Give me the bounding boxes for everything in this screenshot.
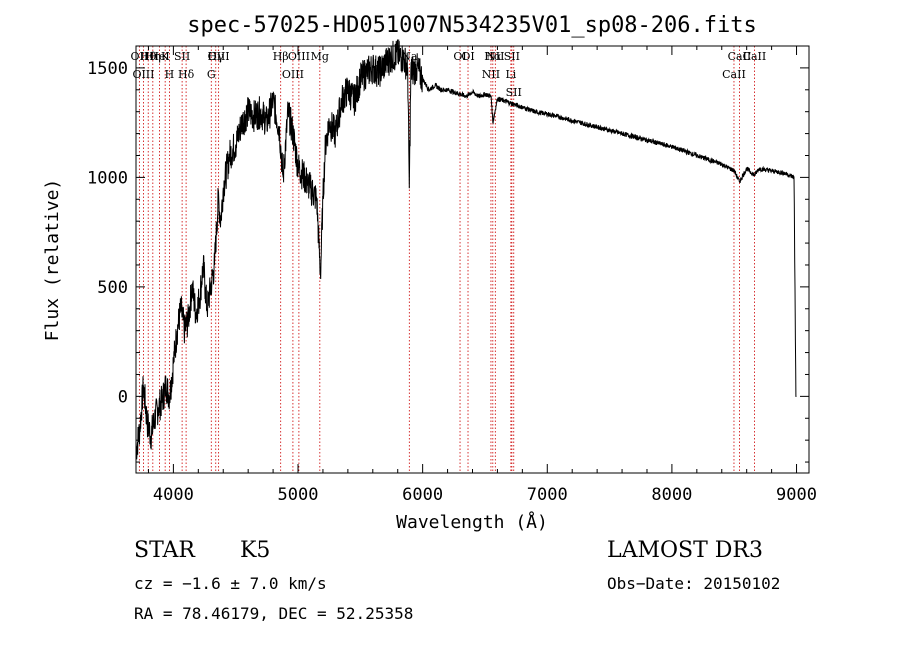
emission-line-label: SII — [504, 50, 520, 63]
redshift-cz: cz = −1.6 ± 7.0 km/s — [134, 574, 327, 593]
emission-line-label: G — [207, 68, 216, 81]
emission-line-label: OI — [453, 50, 466, 63]
y-axis-label: Flux (relative) — [42, 179, 63, 342]
x-tick-label: 5000 — [278, 485, 319, 505]
emission-line-label: CaII — [722, 68, 746, 81]
emission-line-markers — [138, 46, 755, 473]
y-tick-label: 0 — [118, 387, 128, 407]
emission-line-label: Mg — [311, 50, 329, 63]
emission-line-label: OIII — [282, 68, 304, 81]
emission-line-label: Hγ — [208, 50, 225, 63]
emission-line-label: SII — [174, 50, 190, 63]
ra-dec-coordinates: RA = 78.46179, DEC = 52.25358 — [134, 604, 414, 623]
x-tick-label: 9000 — [776, 485, 817, 505]
x-axis-label: Wavelength (Å) — [396, 511, 548, 533]
emission-line-label: Li — [505, 68, 516, 81]
emission-line-label: CaII — [743, 50, 767, 63]
x-tick-label: 6000 — [402, 485, 443, 505]
emission-line-label: OIII — [132, 68, 154, 81]
y-axis-ticks: 0 500 1000 1500 — [87, 45, 809, 463]
emission-line-label: H — [165, 68, 175, 81]
x-tick-label: 4000 — [153, 485, 194, 505]
emission-line-label: K — [161, 50, 170, 63]
emission-line-label: OIII — [208, 50, 230, 63]
emission-line-label: CaII — [728, 50, 752, 63]
emission-line-label: OIII — [288, 50, 310, 63]
emission-line-label: Hη — [145, 50, 161, 63]
spectrum-chart: spec-57025-HD051007N534235V01_sp08-206.f… — [42, 13, 817, 533]
emission-line-label: Hβ — [273, 50, 289, 63]
spectrum-line — [135, 39, 797, 460]
chart-title: spec-57025-HD051007N534235V01_sp08-206.f… — [187, 13, 757, 38]
emission-line-label: OI — [461, 50, 474, 63]
y-tick-label: 1000 — [87, 168, 128, 188]
plot-frame — [135, 45, 810, 474]
emission-line-label: Hα — [484, 50, 502, 63]
y-tick-label: 500 — [97, 278, 128, 298]
y-tick-label: 1500 — [87, 59, 128, 79]
x-tick-label: 8000 — [651, 485, 692, 505]
emission-line-label: Hδ — [178, 68, 195, 81]
object-subclass: K5 — [240, 538, 271, 563]
x-axis-ticks: 4000 5000 6000 7000 8000 9000 — [147, 46, 817, 505]
emission-line-label: NII — [482, 68, 500, 81]
emission-line-label: OII — [131, 50, 149, 63]
emission-line-label: HeI — [149, 50, 169, 63]
emission-line-label: SII — [506, 86, 522, 99]
survey-name: LAMOST DR3 — [607, 538, 763, 563]
emission-line-label: Hθ — [140, 50, 157, 63]
observation-date: Obs−Date: 20150102 — [607, 574, 781, 593]
x-tick-label: 7000 — [527, 485, 568, 505]
emission-line-label: NII — [486, 50, 504, 63]
object-class: STAR — [134, 538, 195, 563]
